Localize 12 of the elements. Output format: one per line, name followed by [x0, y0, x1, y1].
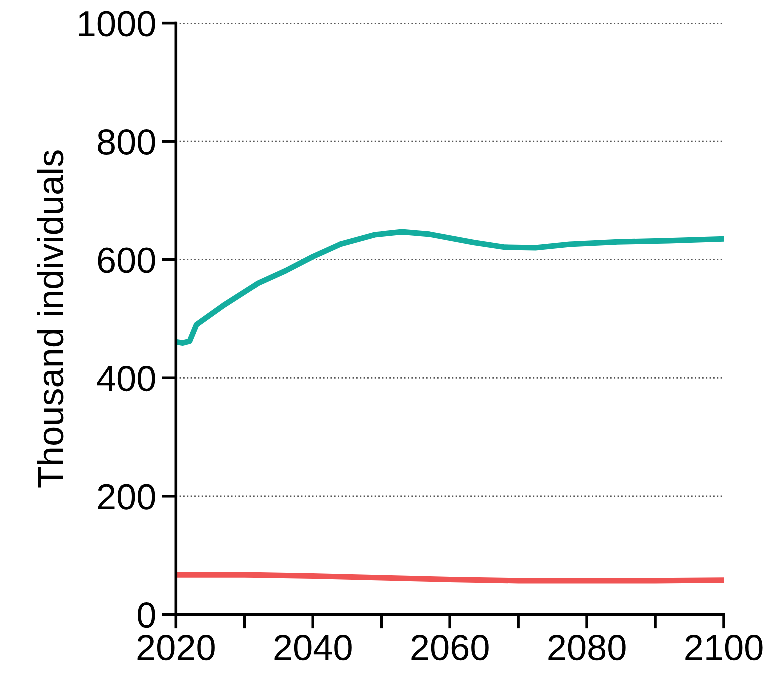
y-tick-label: 1000	[79, 11, 156, 37]
x-tick-label: 2080	[548, 635, 626, 661]
x-tick-label: 2020	[138, 635, 215, 661]
y-tick-label: 800	[98, 129, 156, 156]
x-tick-label: 2040	[274, 635, 352, 661]
y-tick-label: 600	[98, 248, 156, 274]
x-tick-label: 2060	[412, 635, 489, 661]
y-tick-label: 0	[138, 602, 156, 628]
y-axis-title: Thousand individuals	[37, 150, 64, 488]
y-tick-label: 200	[98, 484, 156, 510]
y-tick-label: 400	[97, 366, 156, 392]
x-tick-label: 2100	[686, 635, 763, 661]
